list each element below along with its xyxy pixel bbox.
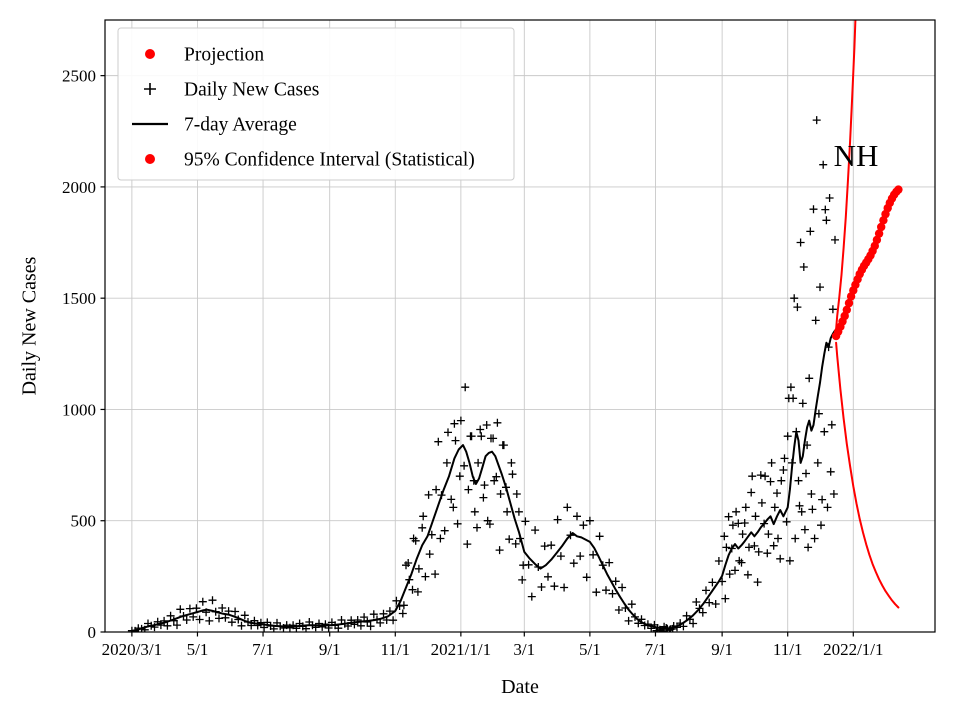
legend-label: Projection: [184, 45, 264, 66]
x-tick-label: 9/1: [319, 640, 341, 659]
x-tick-label: 2020/3/1: [102, 640, 162, 659]
legend-dot-marker: [145, 154, 155, 164]
legend-label: 95% Confidence Interval (Statistical): [184, 150, 475, 171]
x-tick-label: 11/1: [380, 640, 410, 659]
x-tick-label: 2022/1/1: [823, 640, 883, 659]
y-tick-label: 2500: [62, 67, 96, 86]
series-daily-new-cases: [127, 116, 839, 632]
series-95-ci-upper: [835, 20, 857, 331]
legend-dot-marker: [145, 49, 155, 59]
series-7-day-average: [130, 329, 836, 632]
x-tick-label: 5/1: [187, 640, 209, 659]
y-tick-label: 0: [88, 623, 97, 642]
y-axis-label: Daily New Cases: [18, 256, 41, 396]
y-tick-label: 2000: [62, 178, 96, 197]
legend-plus-marker: [144, 83, 156, 95]
x-tick-label: 7/1: [645, 640, 667, 659]
axes: 2020/3/1 5/1 7/1 9/1 11/1 2021/1/1 3/1 5/1 7/1 9/…: [62, 19, 936, 659]
legend-label: 7-day Average: [184, 115, 297, 136]
y-tick-label: 500: [71, 512, 97, 531]
x-tick-label: 2021/1/1: [431, 640, 491, 659]
series-projection: [831, 185, 903, 341]
x-tick-label: 7/1: [252, 640, 274, 659]
legend-label: Daily New Cases: [184, 80, 319, 101]
x-axis-label: Date: [501, 676, 539, 698]
series-95-ci-lower: [835, 341, 900, 609]
x-tick-label: 11/1: [773, 640, 803, 659]
x-tick-label: 3/1: [513, 640, 535, 659]
y-tick-label: 1500: [62, 289, 96, 308]
legend: Projection Daily New Cases 7-day Average 95…: [117, 27, 515, 181]
y-tick-label: 1000: [62, 400, 96, 419]
series-layer: [127, 20, 903, 632]
x-tick-label: 5/1: [579, 640, 601, 659]
x-tick-label: 9/1: [711, 640, 733, 659]
state-annotation: NH: [833, 138, 879, 173]
